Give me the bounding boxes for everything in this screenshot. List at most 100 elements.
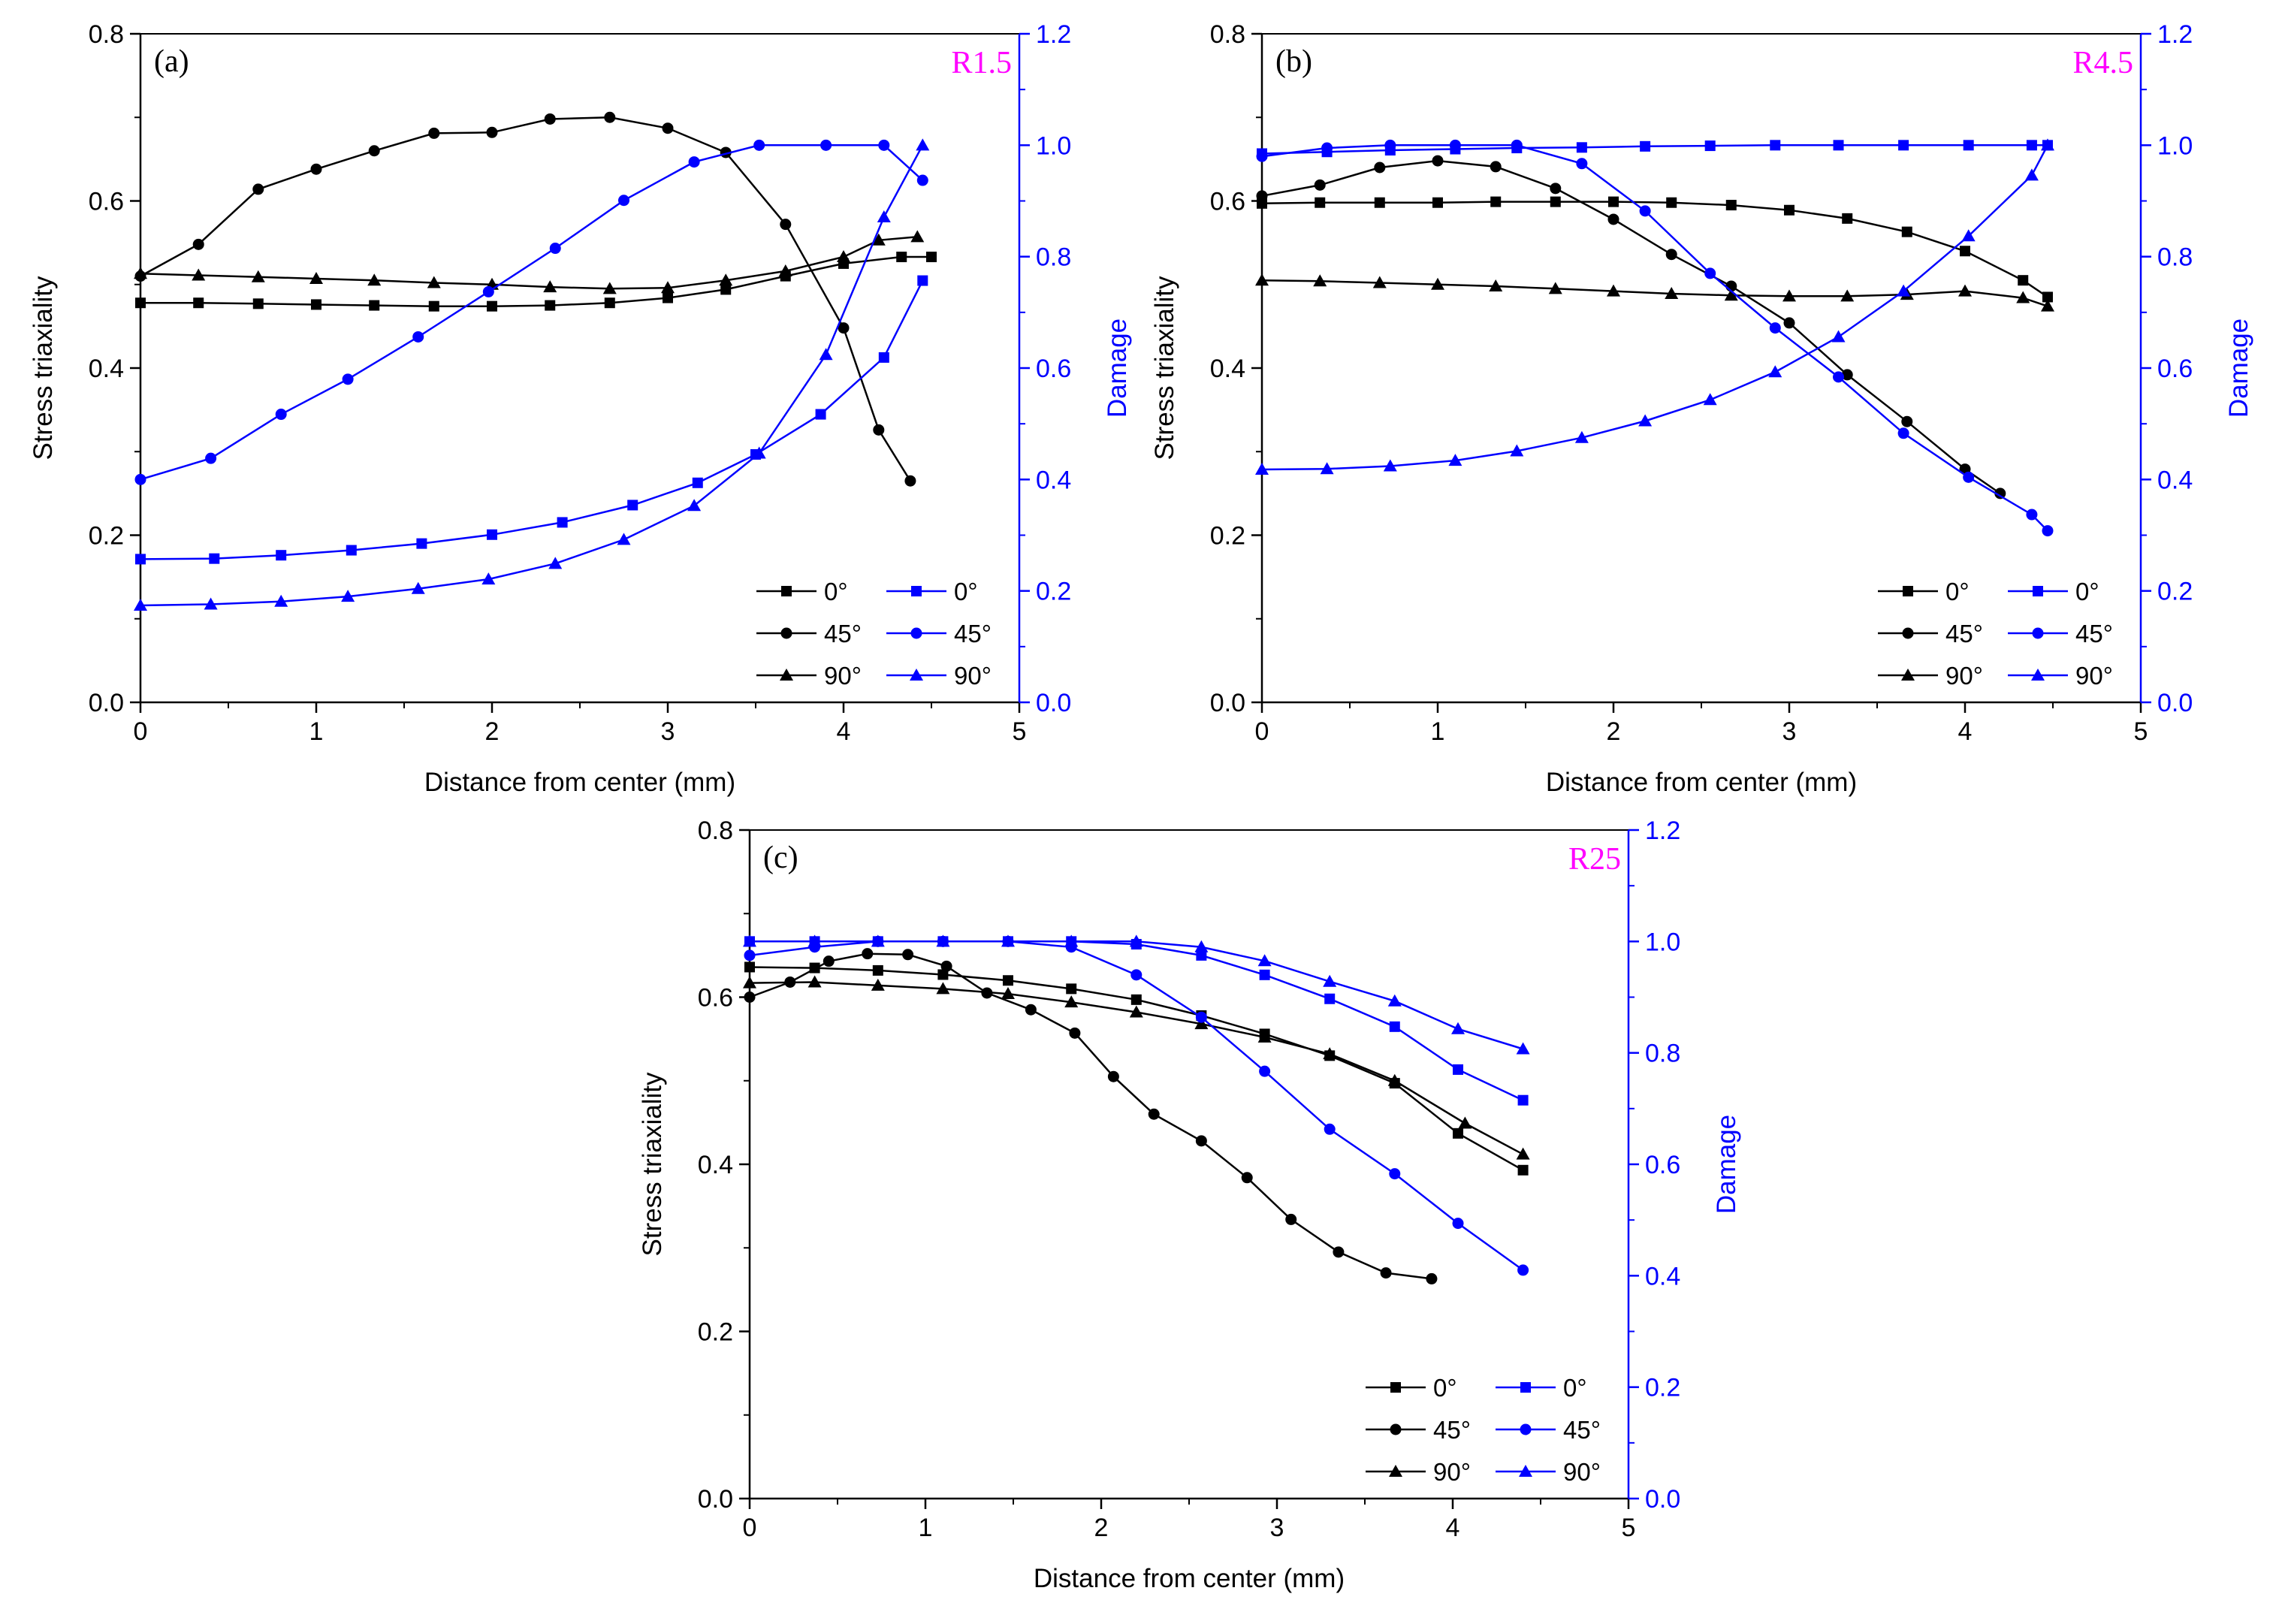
data-point (545, 300, 556, 311)
data-point (1001, 987, 1015, 1000)
data-point (902, 949, 914, 961)
panel-a: 0 1 2 3 4 5 0.0 0.2 0.4 0.6 0.8 0.0 0.2 0.4 0.6 0.8 1.0 1… (29, 20, 1132, 797)
x-tick-label: 3 (1270, 1514, 1284, 1542)
series-triaxiality-triangle (743, 975, 1530, 1160)
data-point (1451, 1022, 1465, 1034)
data-point (412, 331, 424, 343)
data-point (744, 961, 755, 973)
data-point (275, 409, 287, 421)
legend-marker (910, 627, 922, 639)
legend-marker (781, 586, 792, 596)
data-point (687, 499, 702, 512)
data-point (2024, 168, 2039, 181)
legend-label: 45° (1433, 1416, 1471, 1444)
data-point (1840, 289, 1855, 302)
data-point (1452, 1218, 1464, 1230)
data-point (482, 285, 494, 297)
data-point (1607, 284, 1620, 297)
data-point (1383, 459, 1397, 472)
data-point (871, 978, 885, 991)
y-tick-label: 0.0 (1210, 689, 1245, 717)
x-tick-label: 1 (1431, 717, 1445, 746)
panel-label: (b) (1275, 44, 1312, 79)
data-point (204, 597, 218, 610)
legend-label: 45° (954, 620, 992, 647)
x-tick-label: 5 (2134, 717, 2148, 746)
data-point (1384, 139, 1396, 151)
y-tick-label: 0.2 (89, 522, 124, 551)
data-point (1259, 969, 1270, 980)
x-tick-label: 1 (309, 717, 324, 746)
data-point (276, 550, 287, 561)
data-point (1550, 196, 1561, 207)
data-point (135, 297, 146, 309)
data-point (1313, 274, 1327, 287)
series-damage-triangle (1255, 138, 2054, 475)
x-tick-label: 2 (1094, 1514, 1109, 1542)
data-point (1431, 277, 1444, 290)
data-point (692, 477, 703, 488)
data-point (604, 111, 616, 123)
data-point (557, 517, 568, 528)
data-point (209, 553, 220, 564)
data-point (1130, 969, 1143, 981)
data-point (1130, 994, 1142, 1005)
data-point (904, 475, 916, 487)
data-point (807, 975, 822, 988)
data-point (1897, 427, 1909, 439)
data-point (205, 452, 217, 464)
series-triaxiality-circle (1256, 155, 2006, 500)
data-point (1374, 161, 1386, 174)
data-point (548, 557, 563, 569)
data-point (661, 281, 675, 294)
data-point (662, 122, 674, 134)
data-point (1196, 949, 1207, 961)
data-point (1323, 974, 1337, 987)
data-point (134, 267, 147, 279)
data-point (1257, 954, 1272, 967)
y2-tick-label: 0.6 (1036, 355, 1071, 383)
data-point (192, 238, 204, 250)
x-tick-label: 4 (837, 717, 851, 746)
data-point (1901, 415, 1913, 427)
data-point (1550, 183, 1562, 195)
data-point (1449, 139, 1461, 151)
data-point (311, 299, 321, 310)
data-point (193, 297, 204, 309)
data-point (910, 230, 925, 243)
data-point (1426, 1272, 1438, 1284)
data-point (917, 275, 928, 286)
data-point (544, 113, 556, 125)
data-point (1961, 229, 1976, 242)
data-point (1389, 1021, 1400, 1032)
data-point (1064, 995, 1079, 1008)
data-point (752, 446, 766, 459)
series-triaxiality-square (1257, 196, 2053, 303)
y-axis-label: Stress triaxiality (638, 1072, 667, 1257)
x-tick-label: 3 (661, 717, 675, 746)
data-point (1666, 197, 1677, 208)
data-point (1025, 1004, 1037, 1016)
data-point (1387, 994, 1402, 1007)
x-tick-label: 5 (1013, 717, 1027, 746)
data-point (1704, 140, 1716, 152)
data-point (2042, 291, 2053, 303)
data-point (744, 949, 756, 961)
data-point (1842, 213, 1853, 224)
y2-tick-label: 0.0 (2157, 689, 2193, 717)
y2-tick-label: 0.8 (2157, 243, 2193, 272)
specimen-label: R4.5 (2072, 46, 2133, 80)
data-point (369, 300, 380, 311)
data-point (1770, 140, 1781, 151)
data-point (1458, 1116, 1472, 1129)
data-point (1548, 282, 1562, 294)
data-point (618, 195, 629, 207)
data-point (1323, 1047, 1337, 1060)
data-point (688, 156, 700, 168)
series-triaxiality-triangle (1255, 273, 2054, 312)
data-point (1194, 1017, 1209, 1030)
legend-marker (911, 586, 922, 596)
legend: 0° 45° 90° 0° 45° 90° (756, 578, 992, 690)
data-point (1516, 1147, 1530, 1160)
data-point (416, 538, 427, 549)
